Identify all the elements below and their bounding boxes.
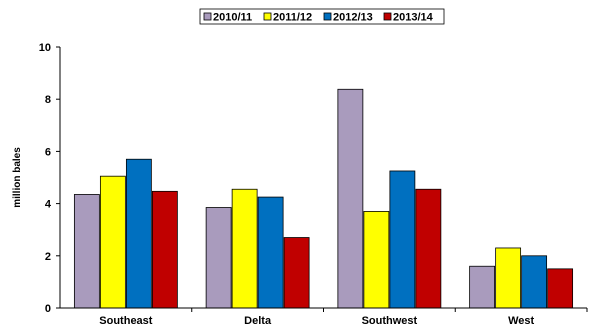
bar-2013-14-southwest <box>415 188 442 309</box>
bar-2013-14-west <box>547 268 574 309</box>
x-tick-label: Southeast <box>99 315 153 327</box>
bar-2011-12-delta <box>231 188 258 309</box>
bar-2012-13-southeast <box>125 158 152 309</box>
bar-2011-12-southwest <box>363 211 390 309</box>
legend-swatch <box>263 12 272 21</box>
y-tick-label: 10 <box>39 42 51 54</box>
y-axis: 0 2 4 6 8 10 <box>39 42 60 315</box>
bar-2011-12-southeast <box>99 175 126 309</box>
x-tick-label: Delta <box>244 315 272 327</box>
legend-swatch <box>323 12 332 21</box>
y-axis-title: million bales <box>12 147 23 208</box>
legend-box <box>199 8 445 25</box>
x-axis: Southeast Delta Southwest West <box>99 308 588 327</box>
legend-swatch <box>203 12 212 21</box>
bar-2010-11-southwest <box>337 88 364 309</box>
bar-2011-12-west <box>495 247 522 309</box>
bar-2013-14-delta <box>283 237 310 309</box>
y-tick-label: 4 <box>45 199 52 211</box>
y-tick-label: 0 <box>45 303 51 315</box>
bar-2010-11-delta <box>205 207 232 309</box>
bar-2012-13-southwest <box>389 170 416 309</box>
bar-2012-13-delta <box>257 196 284 309</box>
legend: 2010/11 2011/12 2012/13 2013/14 <box>199 8 445 25</box>
legend-label: 2013/14 <box>393 12 434 24</box>
legend-label: 2010/11 <box>213 12 252 24</box>
y-tick-label: 8 <box>45 94 51 106</box>
x-tick-label: Southwest <box>362 315 418 327</box>
legend-label: 2011/12 <box>273 12 312 24</box>
bar-2010-11-west <box>469 265 496 309</box>
bar-2012-13-west <box>521 255 548 309</box>
bar-2010-11-southeast <box>73 194 100 309</box>
plot-area <box>73 88 574 309</box>
x-tick-label: West <box>508 315 534 327</box>
y-tick-label: 6 <box>45 146 51 158</box>
bar-2013-14-southeast <box>151 190 178 309</box>
y-tick-label: 2 <box>45 251 51 263</box>
legend-swatch <box>383 12 392 21</box>
legend-label: 2012/13 <box>333 12 373 24</box>
